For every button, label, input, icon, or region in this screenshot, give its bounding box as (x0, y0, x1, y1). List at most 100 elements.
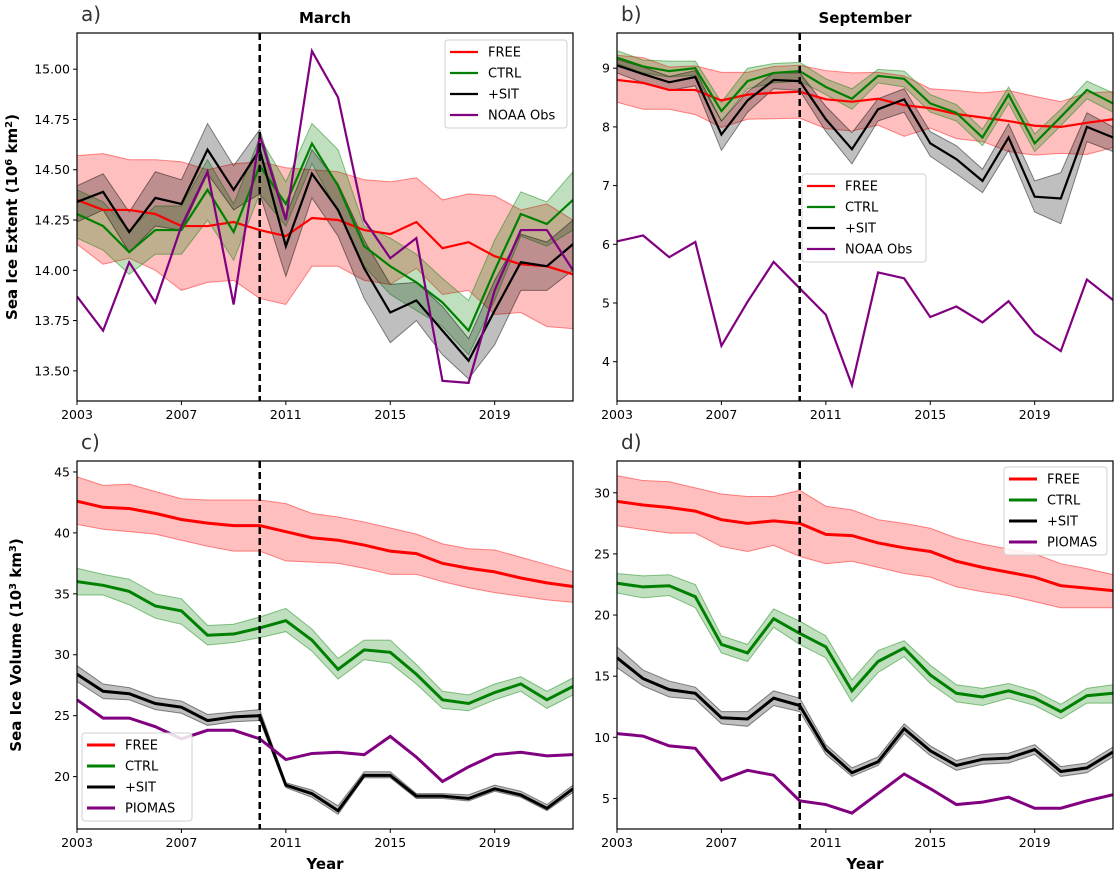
x-tick-label: 2007 (166, 835, 198, 850)
plot-area (77, 47, 573, 385)
legend-label-noaa-obs: NOAA Obs (488, 109, 555, 124)
y-tick-label: 8 (602, 119, 610, 134)
panel-title: September (819, 9, 913, 27)
y-tick-label: 15 (594, 669, 610, 684)
x-tick-label: 2003 (61, 835, 93, 850)
y-tick-label: 10 (594, 730, 610, 745)
panel-a: 2003 2007 2011 2015 2019 13.50 13.75 14.00 14.25… (34, 2, 574, 422)
y-tick-label: 9 (602, 61, 610, 76)
legend: FREE CTRL +SIT NOAA Obs (444, 39, 568, 129)
x-tick-label: 2019 (1019, 835, 1051, 850)
legend-label-noaa-obs: NOAA Obs (845, 243, 912, 258)
axes-frame (616, 32, 1114, 402)
y-tick-label: 14.50 (34, 162, 70, 177)
x-tick-label: 2015 (914, 407, 946, 422)
x-tick-label: 2019 (479, 835, 511, 850)
x-tick-label: 2003 (601, 407, 633, 422)
x-axis-label: Year (845, 855, 884, 871)
line-ctrl (617, 581, 1113, 714)
x-axis-label: Year (305, 855, 344, 871)
legend-label-plus-sit: +SIT (1047, 515, 1078, 530)
x-tick-label: 2011 (270, 835, 302, 850)
band-free (617, 54, 1113, 156)
line-noaa-obs (617, 234, 1113, 389)
line-plus-sit (617, 64, 1113, 200)
panel-b: 2003 2007 2011 2015 2019 4 5 6 7 8 9 b) September FRE… (601, 2, 1114, 422)
x-tick-label: 2007 (706, 835, 738, 850)
y-tick-label: 25 (54, 708, 70, 723)
legend: FREE CTRL +SIT PIOMAS (1003, 466, 1108, 556)
band-ctrl (77, 122, 573, 356)
y-tick-label: 14.25 (34, 213, 70, 228)
band-ctrl (77, 567, 573, 712)
x-tick-label: 2015 (914, 835, 946, 850)
panel-d: 2003 2007 2011 2015 2019 5 10 15 20 25 30 d) Year FRE… (594, 430, 1114, 871)
band-ctrl (617, 572, 1113, 720)
legend-label-piomas: PIOMAS (125, 802, 175, 817)
legend-label-free: FREE (125, 739, 158, 754)
y-tick-label: 13.75 (34, 313, 70, 328)
y-tick-label: 25 (594, 546, 610, 561)
y-tick-label: 4 (602, 354, 610, 369)
y-tick-label: 5 (602, 791, 610, 806)
legend-label-plus-sit: +SIT (125, 781, 156, 796)
line-free (617, 78, 1113, 129)
legend-label-free: FREE (1047, 473, 1080, 488)
line-free (77, 198, 573, 276)
y-tick-label: 35 (54, 586, 70, 601)
y-axis-label-extent: Sea Ice Extent (106 km2) (3, 114, 21, 320)
x-tick-label: 2007 (706, 407, 738, 422)
legend-label-ctrl: CTRL (1047, 494, 1081, 509)
line-free (77, 499, 573, 588)
y-tick-label: 30 (54, 647, 70, 662)
axes-frame (616, 460, 1114, 830)
line-ctrl (77, 580, 573, 706)
x-tick-label: 2011 (810, 835, 842, 850)
panel-c: 2003 2007 2011 2015 2019 20 25 30 35 40 45 c) Year FR… (54, 430, 574, 871)
y-tick-label: 14.00 (34, 263, 70, 278)
legend-box (1003, 466, 1108, 556)
x-tick-label: 2003 (601, 835, 633, 850)
x-tick-label: 2011 (270, 407, 302, 422)
line-piomas (77, 698, 573, 784)
line-plus-sit (77, 672, 573, 813)
legend-label-ctrl: CTRL (845, 201, 879, 216)
plot-area (617, 50, 1113, 389)
y-tick-label: 7 (602, 178, 610, 193)
y-tick-label: 30 (594, 485, 610, 500)
plot-area (77, 476, 573, 816)
legend-label-ctrl: CTRL (125, 760, 159, 775)
legend-label-plus-sit: +SIT (488, 88, 519, 103)
y-tick-label: 45 (54, 464, 70, 479)
panel-letter: b) (621, 2, 642, 26)
line-plus-sit (617, 656, 1113, 775)
legend-label-free: FREE (488, 46, 521, 61)
line-free (617, 499, 1113, 593)
y-tick-label: 6 (602, 237, 610, 252)
axes-frame (76, 460, 574, 830)
legend-label-ctrl: CTRL (488, 67, 522, 82)
panel-letter: a) (81, 2, 101, 26)
axes-frame (76, 32, 574, 402)
line-ctrl (77, 141, 573, 333)
line-piomas (617, 732, 1113, 815)
band-free (617, 475, 1113, 609)
y-tick-label: 14.75 (34, 112, 70, 127)
legend-label-plus-sit: +SIT (845, 222, 876, 237)
y-tick-label: 20 (54, 769, 70, 784)
x-tick-label: 2003 (61, 407, 93, 422)
panel-letter: d) (621, 430, 642, 454)
band-plus-sit (77, 665, 573, 816)
x-tick-label: 2019 (1019, 407, 1051, 422)
legend-box (81, 732, 193, 822)
legend-label-free: FREE (845, 180, 878, 195)
x-tick-label: 2011 (810, 407, 842, 422)
y-tick-label: 5 (602, 295, 610, 310)
line-noaa-obs (77, 47, 573, 385)
y-tick-label: 20 (594, 608, 610, 623)
x-tick-label: 2019 (479, 407, 511, 422)
legend: FREE CTRL +SIT NOAA Obs (801, 173, 927, 263)
x-tick-label: 2007 (166, 407, 198, 422)
legend-box (801, 173, 927, 263)
